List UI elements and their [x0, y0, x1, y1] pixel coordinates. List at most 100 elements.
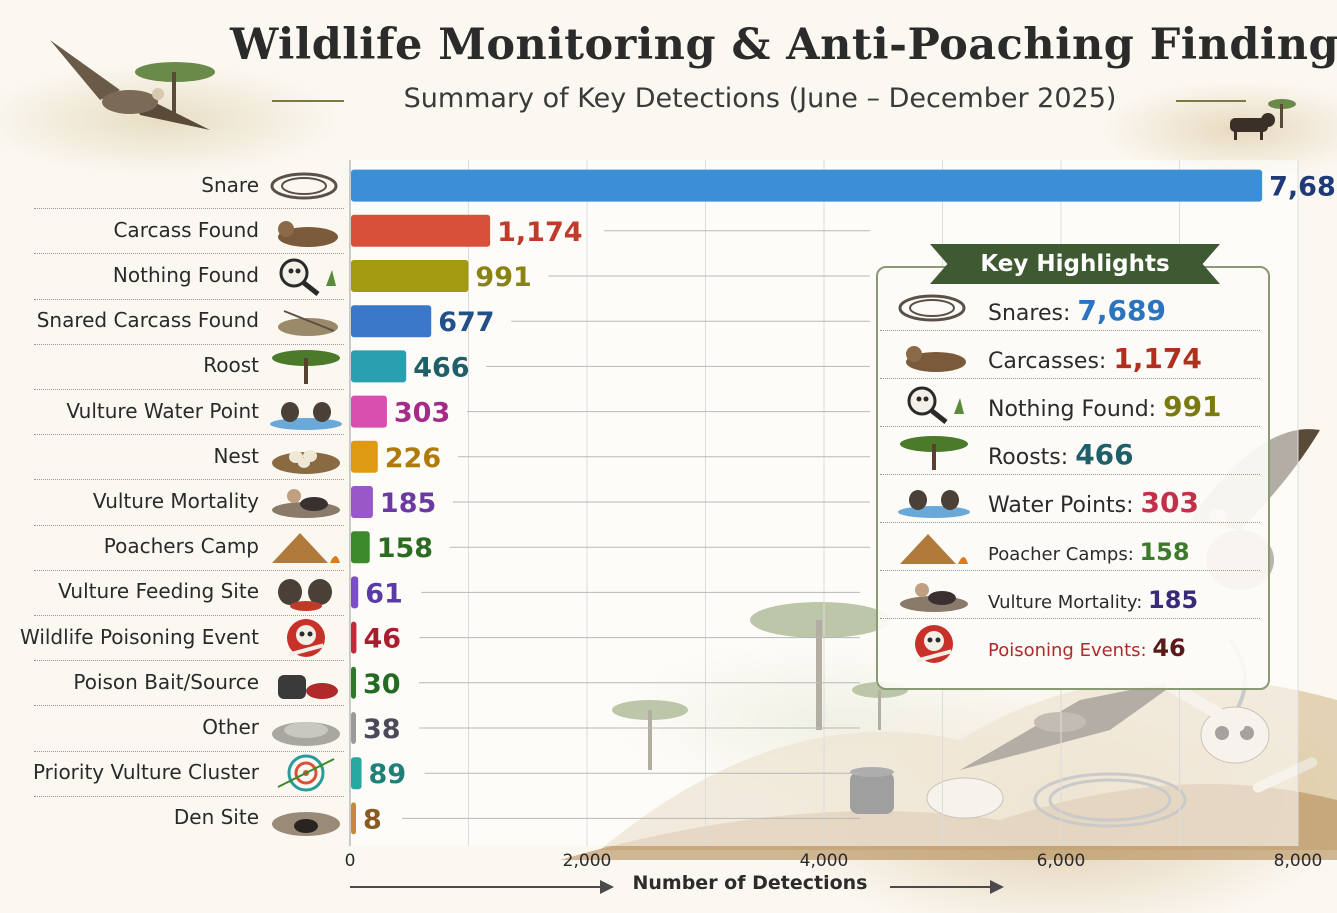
animal-carcass-icon	[264, 211, 348, 251]
bar	[351, 214, 491, 247]
category-label: Poachers Camp	[103, 534, 259, 559]
highlight-value: 1,174	[1113, 342, 1202, 375]
category-divider	[34, 298, 344, 300]
poison-bottle-bait-icon	[264, 663, 348, 703]
category-divider	[34, 253, 344, 255]
bar	[351, 531, 370, 564]
category-label: Snare	[201, 172, 259, 197]
category-divider	[34, 569, 344, 571]
category-divider	[34, 750, 344, 752]
axis-arrow-line	[350, 886, 600, 888]
coiled-rope-snare-icon	[264, 166, 348, 206]
highlight-label: Vulture Mortality:	[988, 592, 1148, 613]
category-label: Nothing Found	[112, 263, 259, 287]
category-label: Poison Bait/Source	[73, 669, 259, 694]
tent-fire-icon	[892, 528, 978, 568]
highlight-text: Snares: 7,689	[988, 294, 1166, 327]
stones-icon	[264, 708, 348, 748]
bar-value-label: 1,174	[497, 217, 582, 248]
bar-value-label: 303	[394, 398, 450, 429]
highlight-row: Water Points: 303	[880, 478, 1260, 523]
coiled-rope-icon	[892, 288, 978, 328]
bar	[351, 350, 407, 383]
category-label: Wildlife Poisoning Event	[19, 624, 259, 649]
bar-value-label: 7,689	[1269, 172, 1337, 203]
category-label: Other	[202, 715, 259, 739]
den-burrow-icon	[264, 798, 348, 838]
highlight-value: 185	[1148, 586, 1199, 614]
key-highlights-title: Key Highlights	[930, 244, 1220, 284]
feeding-vultures-icon	[264, 572, 348, 612]
bar	[351, 757, 362, 790]
category-label: Carcass Found	[113, 217, 259, 242]
target-cluster-icon	[264, 753, 348, 793]
acacia-tree-icon	[135, 62, 1296, 128]
bar	[351, 802, 356, 835]
bar-value-label: 89	[369, 759, 407, 790]
highlight-row: Vulture Mortality: 185	[880, 574, 1260, 619]
x-tick-label: 8,000	[1274, 851, 1323, 871]
magnifying-glass-icon	[264, 256, 348, 296]
x-tick-label: 0	[345, 851, 356, 871]
bar	[351, 666, 356, 699]
bar-value-label: 677	[438, 307, 494, 338]
highlight-text: Poacher Camps: 158	[988, 538, 1190, 566]
highlight-text: Carcasses: 1,174	[988, 342, 1202, 375]
category-divider	[34, 343, 344, 345]
highlight-value: 46	[1152, 634, 1186, 662]
key-highlights-panel	[876, 266, 1270, 690]
highlight-label: Roosts:	[988, 445, 1076, 470]
highlight-text: Water Points: 303	[988, 486, 1199, 519]
category-divider	[34, 434, 344, 436]
highlight-row: Poisoning Events: 46	[880, 622, 1260, 666]
category-label: Nest	[213, 443, 259, 468]
x-tick-label: 2,000	[563, 851, 612, 871]
highlight-row: Poacher Camps: 158	[880, 526, 1260, 571]
snared-carcass-icon	[264, 301, 348, 341]
highlight-row: Snares: 7,689	[880, 286, 1260, 331]
highlight-value: 158	[1139, 538, 1190, 566]
category-label: Vulture Feeding Site	[58, 579, 259, 604]
skull-crossbones-icon	[264, 618, 348, 658]
highlight-value: 991	[1163, 390, 1222, 423]
red-skull-icon	[892, 624, 978, 664]
bar	[351, 712, 356, 744]
bar-value-label: 226	[385, 443, 441, 474]
category-divider	[34, 208, 344, 210]
highlight-label: Snares:	[988, 301, 1078, 326]
vultures-at-water-icon	[892, 480, 978, 520]
nest-with-eggs-icon	[264, 437, 348, 477]
axis-arrow-head	[600, 880, 614, 894]
highlight-label: Nothing Found:	[988, 397, 1164, 422]
bar-value-label: 61	[365, 578, 403, 609]
highlight-value: 7,689	[1077, 294, 1166, 327]
category-label: Vulture Mortality	[92, 489, 259, 513]
bar-value-label: 30	[363, 669, 401, 700]
bar-value-label: 466	[413, 352, 469, 383]
bar-value-label: 38	[363, 714, 401, 745]
highlight-text: Poisoning Events: 46	[988, 634, 1186, 662]
subtitle-divider	[1176, 100, 1246, 102]
x-tick-label: 6,000	[1037, 851, 1086, 871]
x-axis-title: Number of Detections	[632, 872, 868, 894]
category-divider	[34, 479, 344, 481]
highlight-label: Poacher Camps:	[988, 544, 1140, 565]
dead-vulture-icon	[264, 482, 348, 522]
category-label: Roost	[203, 353, 259, 378]
bar-value-label: 991	[475, 262, 531, 293]
bar	[351, 305, 432, 338]
highlight-label: Water Points:	[988, 493, 1141, 518]
highlight-text: Nothing Found: 991	[988, 390, 1222, 423]
page-title: Wildlife Monitoring & Anti-Poaching Find…	[230, 20, 1337, 70]
bar-value-label: 185	[380, 488, 436, 519]
category-label: Vulture Water Point	[66, 398, 259, 423]
highlight-value: 466	[1075, 438, 1134, 471]
category-divider	[34, 795, 344, 797]
highlight-label: Poisoning Events:	[988, 640, 1153, 661]
axis-arrow-line	[890, 886, 990, 888]
dead-vulture-icon	[892, 576, 978, 616]
category-divider	[34, 615, 344, 616]
highlight-text: Vulture Mortality: 185	[988, 586, 1198, 614]
bar	[351, 621, 357, 654]
bar	[351, 576, 359, 609]
